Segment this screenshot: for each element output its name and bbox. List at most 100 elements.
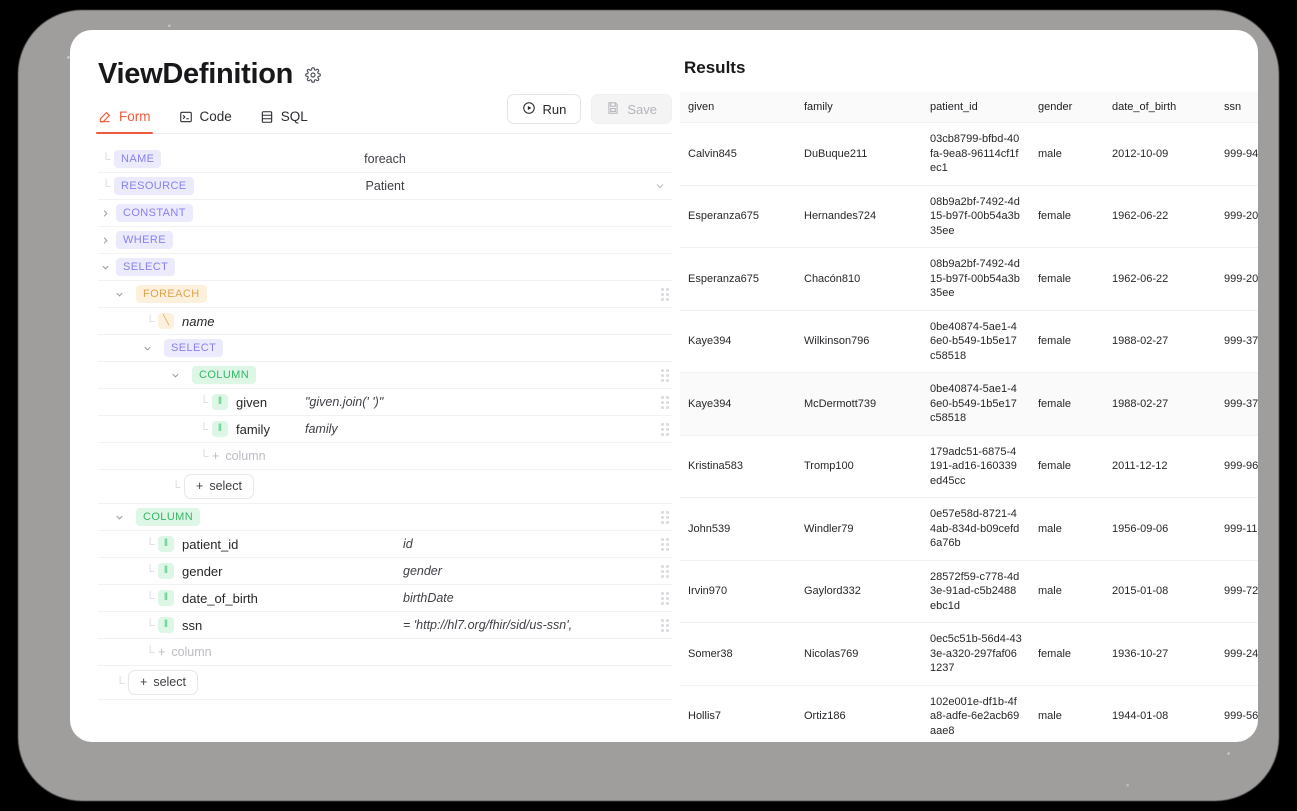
tree-row-foreach-value[interactable]: └ ╲ name — [98, 308, 672, 335]
tree-row-resource[interactable]: └ RESOURCE Patient — [98, 173, 672, 200]
table-row[interactable]: Somer38 Nicolas769 0ec5c51b-56d4-433e-a320… — [680, 622, 1258, 686]
column-value[interactable]: birthDate — [403, 591, 454, 605]
tree-row-select-inner[interactable]: SELECT — [98, 335, 672, 362]
tree-row-column-ssn[interactable]: └ ‖ ssn = 'http://hl7.org/fhir/sid/us-ss… — [98, 612, 672, 639]
tab-form-label: Form — [119, 109, 151, 124]
column-value[interactable]: gender — [403, 564, 442, 578]
field-value-resource[interactable]: Patient — [365, 179, 405, 193]
chevron-right-icon[interactable] — [98, 206, 112, 220]
cell-given: Hollis7 — [680, 685, 796, 742]
column-header-ssn[interactable]: ssn — [1216, 92, 1258, 123]
drag-handle[interactable] — [661, 422, 670, 436]
results-pane: Results given family patient_id gender d… — [672, 30, 1258, 742]
run-button[interactable]: Run — [506, 94, 582, 124]
tree-row-column-gender[interactable]: └ ‖ gender gender — [98, 558, 672, 585]
gear-icon[interactable] — [305, 66, 321, 83]
cell-ssn: 999-24-8659 — [1216, 622, 1258, 686]
chevron-down-icon[interactable] — [654, 180, 666, 192]
table-row[interactable]: Esperanza675 Chacón810 08b9a2bf-7492-4d15-… — [680, 247, 1258, 311]
chevron-right-icon[interactable] — [98, 233, 112, 247]
cell-family: Nicolas769 — [796, 622, 922, 686]
tree-row-column-date-of-birth[interactable]: └ ‖ date_of_birth birthDate — [98, 585, 672, 612]
add-column-button[interactable]: + column — [158, 645, 212, 659]
tree-elbow: └ — [199, 395, 209, 409]
cell-given: Irvin970 — [680, 560, 796, 624]
column-icon: ‖ — [158, 590, 174, 606]
cell-gender: male — [1030, 497, 1104, 561]
tree-elbow: └ — [199, 422, 209, 436]
column-header-date-of-birth[interactable]: date_of_birth — [1104, 92, 1216, 123]
chevron-down-icon[interactable] — [112, 287, 126, 301]
drag-handle[interactable] — [661, 618, 670, 632]
cell-given: Esperanza675 — [680, 247, 796, 311]
tree-row-name[interactable]: └ NAME foreach — [98, 146, 672, 173]
drag-handle[interactable] — [661, 591, 670, 605]
tree-row-column-family[interactable]: └ ‖ family family — [98, 416, 672, 443]
add-select-button[interactable]: + select — [184, 474, 254, 499]
drag-handle[interactable] — [661, 395, 670, 409]
tab-form[interactable]: Form — [96, 109, 152, 134]
results-title: Results — [684, 58, 746, 77]
table-row[interactable]: Kaye394 Wilkinson796 0be40874-5ae1-46e0-b5… — [680, 310, 1258, 374]
add-select-button[interactable]: + select — [128, 670, 198, 695]
tree-row-foreach[interactable]: FOREACH — [98, 281, 672, 308]
table-row[interactable]: Hollis7 Ortiz186 102e001e-df1b-4fa8-adfe-6… — [680, 685, 1258, 742]
tree-row-add-select-inner[interactable]: └ + select — [98, 470, 672, 504]
cell-gender: female — [1030, 435, 1104, 499]
tree-row-select-root[interactable]: SELECT — [98, 254, 672, 281]
tree-row-where[interactable]: WHERE — [98, 227, 672, 254]
drag-handle[interactable] — [661, 287, 670, 301]
drag-handle[interactable] — [661, 510, 670, 524]
chevron-down-icon[interactable] — [140, 341, 154, 355]
cell-ssn: 999-11-6992 — [1216, 497, 1258, 561]
tree-elbow: └ — [101, 152, 111, 166]
tree-row-add-column-outer[interactable]: └ + column — [98, 639, 672, 666]
table-row[interactable]: Irvin970 Gaylord332 28572f59-c778-4d3e-91a… — [680, 560, 1258, 624]
viewdefinition-tree: └ NAME foreach └ RESOURCE Patient — [98, 146, 672, 700]
save-button[interactable]: Save — [591, 94, 672, 124]
table-row[interactable]: John539 Windler79 0e57e58d-8721-44ab-834d-… — [680, 497, 1258, 561]
table-row[interactable]: Calvin845 DuBuque211 03cb8799-bfbd-40fa-9e… — [680, 122, 1258, 186]
tree-row-column-given[interactable]: └ ‖ given "given.join(' ')" — [98, 389, 672, 416]
column-header-patient-id[interactable]: patient_id — [922, 92, 1030, 123]
cell-family: Windler79 — [796, 497, 922, 561]
tree-row-constant[interactable]: CONSTANT — [98, 200, 672, 227]
tree-row-add-select-outer[interactable]: └ + select — [98, 666, 672, 700]
column-value[interactable]: family — [305, 422, 338, 436]
drag-handle[interactable] — [661, 564, 670, 578]
table-body: Calvin845 DuBuque211 03cb8799-bfbd-40fa-9e… — [680, 122, 1258, 742]
chevron-down-icon[interactable] — [168, 368, 182, 382]
chevron-down-icon[interactable] — [112, 510, 126, 524]
results-table: given family patient_id gender date_of_b… — [680, 92, 1258, 742]
add-column-button[interactable]: + column — [212, 449, 266, 463]
table-row[interactable]: Esperanza675 Hernandes724 08b9a2bf-7492-4d… — [680, 185, 1258, 249]
save-disk-icon — [606, 101, 620, 117]
drag-handle[interactable] — [661, 368, 670, 382]
tab-code[interactable]: Code — [179, 109, 232, 133]
column-header-given[interactable]: given — [680, 92, 796, 123]
tree-row-column-patient-id[interactable]: └ ‖ patient_id id — [98, 531, 672, 558]
column-value[interactable]: id — [403, 537, 413, 551]
column-header-family[interactable]: family — [796, 92, 922, 123]
column-value[interactable]: = 'http://hl7.org/fhir/sid/us-ssn', — [403, 618, 573, 632]
column-value[interactable]: "given.join(' ')" — [305, 395, 384, 409]
page-title: ViewDefinition — [98, 58, 294, 90]
table-row[interactable]: Kristina583 Tromp100 179adc51-6875-4191-ad… — [680, 435, 1258, 499]
field-label-select: SELECT — [116, 258, 176, 276]
drag-handle[interactable] — [661, 537, 670, 551]
cell-date-of-birth: 1956-09-06 — [1104, 497, 1216, 561]
cell-ssn: 999-72-5280 — [1216, 560, 1258, 624]
table-row[interactable]: Kaye394 McDermott739 0be40874-5ae1-46e0-b5… — [680, 372, 1258, 436]
tree-row-column-outer[interactable]: COLUMN — [98, 504, 672, 531]
tab-sql[interactable]: SQL — [260, 109, 308, 133]
foreach-value-label: name — [182, 313, 215, 329]
tree-row-column-inner[interactable]: COLUMN — [98, 362, 672, 389]
field-label-constant: CONSTANT — [116, 204, 193, 222]
field-value-name[interactable]: foreach — [364, 152, 406, 166]
tree-row-add-column-inner[interactable]: └ + column — [98, 443, 672, 470]
add-column-label: column — [171, 645, 212, 659]
path-icon: ╲ — [158, 313, 174, 329]
chevron-down-icon[interactable] — [98, 260, 112, 274]
column-header-gender[interactable]: gender — [1030, 92, 1104, 123]
